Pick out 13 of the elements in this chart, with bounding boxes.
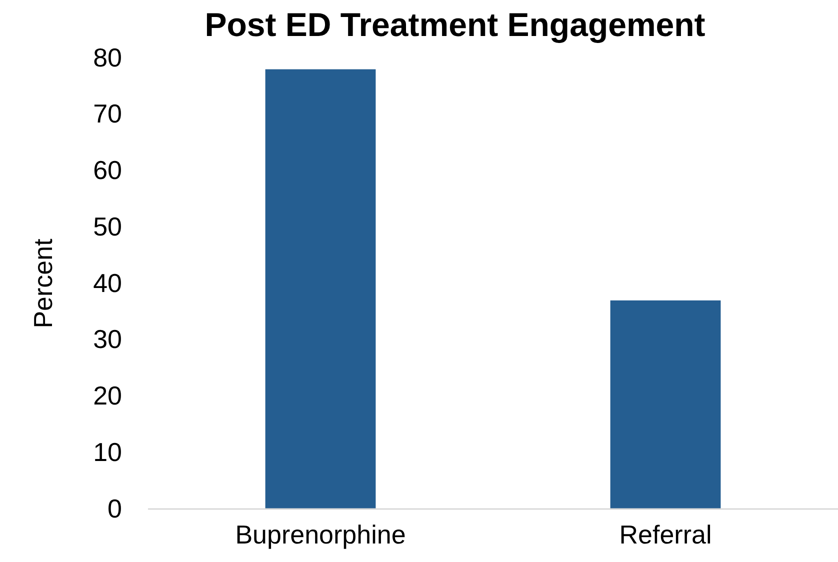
y-tick-label: 0	[108, 493, 122, 524]
x-tick-label: Buprenorphine	[235, 519, 406, 550]
y-tick-label: 20	[93, 380, 122, 411]
y-tick-label: 10	[93, 436, 122, 467]
y-tick-label: 80	[93, 42, 122, 72]
y-tick-label: 50	[93, 211, 122, 242]
chart-title: Post ED Treatment Engagement	[204, 6, 706, 43]
y-tick-label: 60	[93, 155, 122, 186]
x-tick-label: Referral	[619, 519, 712, 550]
y-tick-label: 30	[93, 324, 122, 354]
y-tick-label: 40	[93, 268, 122, 298]
y-axis-title: Percent	[28, 238, 58, 328]
y-tick-label: 70	[93, 98, 122, 129]
